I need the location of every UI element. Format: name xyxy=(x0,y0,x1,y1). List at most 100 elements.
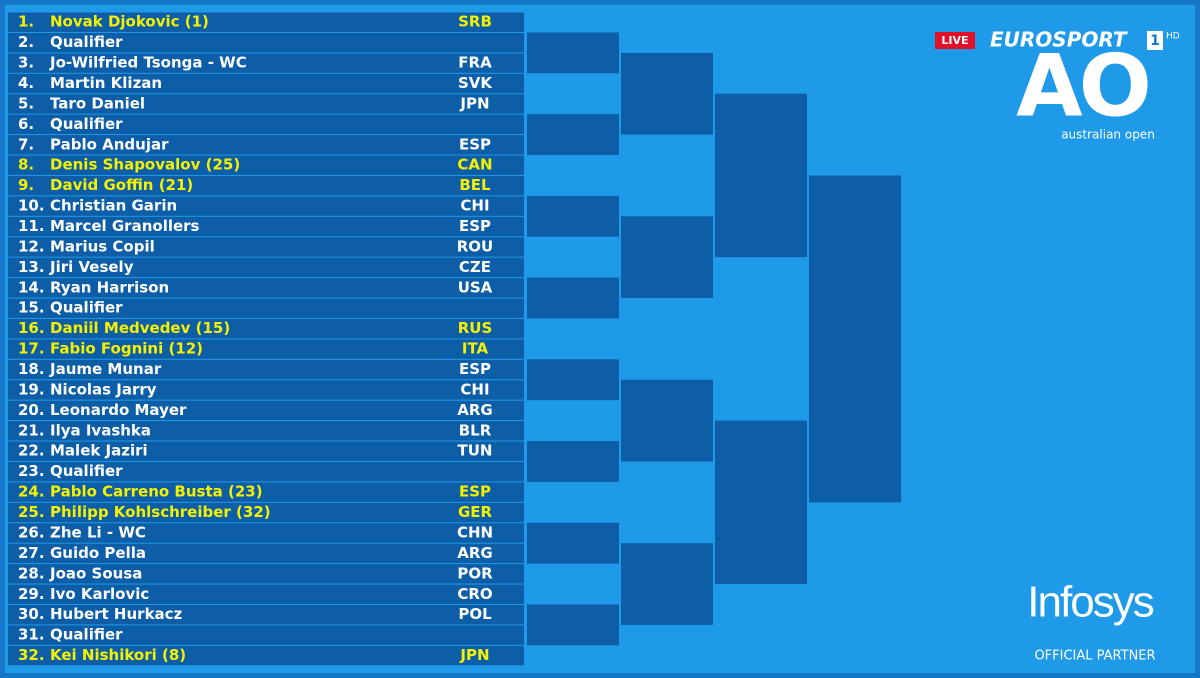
player-row xyxy=(8,584,524,604)
player-row xyxy=(8,53,524,73)
player-name: Jo-Wilfried Tsonga - WC xyxy=(49,54,247,72)
player-country: POL xyxy=(458,605,492,623)
player-row xyxy=(8,155,524,175)
player-position: 16. xyxy=(18,319,45,337)
bracket-box xyxy=(621,216,713,299)
player-country: SVK xyxy=(458,74,493,92)
player-name: Malek Jaziri xyxy=(50,442,148,460)
bracket-box xyxy=(527,604,619,646)
player-name: Leonardo Mayer xyxy=(50,401,187,419)
player-name: Kei Nishikori (8) xyxy=(50,646,186,664)
player-country: FRA xyxy=(458,54,492,72)
player-position: 13. xyxy=(18,258,45,276)
sponsor-name: Infosys xyxy=(1027,578,1153,627)
player-position: 1. xyxy=(18,13,34,31)
player-row xyxy=(8,543,524,564)
player-country: BEL xyxy=(459,176,491,194)
player-position: 25. xyxy=(18,503,45,521)
bracket-box xyxy=(621,543,713,625)
player-position: 18. xyxy=(18,360,45,378)
player-name: Qualifier xyxy=(50,33,123,51)
player-position: 12. xyxy=(18,237,45,255)
player-name: Hubert Hurkacz xyxy=(50,605,183,623)
player-row xyxy=(8,380,524,400)
player-position: 4. xyxy=(18,74,34,92)
player-country: BLR xyxy=(459,421,492,439)
player-row xyxy=(8,523,524,543)
player-row xyxy=(8,400,524,421)
channel-number: 1 xyxy=(1150,33,1160,49)
player-country: RUS xyxy=(458,319,493,337)
player-name: Ivo Karlovic xyxy=(50,585,149,603)
player-row xyxy=(8,196,524,216)
player-row xyxy=(8,135,524,155)
player-country: TUN xyxy=(458,442,493,460)
player-position: 15. xyxy=(18,299,45,317)
logo-name: australian open xyxy=(1061,128,1155,142)
player-name: Pablo Carreno Busta (23) xyxy=(50,483,263,501)
player-country: CHI xyxy=(460,197,489,215)
player-row xyxy=(8,482,524,502)
player-name: Qualifier xyxy=(50,115,123,133)
player-row xyxy=(8,12,524,32)
player-position: 27. xyxy=(18,544,45,562)
player-row xyxy=(8,502,524,523)
player-position: 3. xyxy=(18,54,34,72)
player-position: 17. xyxy=(18,340,45,358)
player-row xyxy=(8,257,524,278)
player-country: ESP xyxy=(459,360,491,378)
player-position: 30. xyxy=(18,605,45,623)
player-row xyxy=(8,73,524,94)
logo-mark: AO xyxy=(1016,36,1148,136)
player-row xyxy=(8,216,524,237)
player-row xyxy=(8,278,524,298)
bracket-box xyxy=(527,441,619,482)
player-name: Marcel Granollers xyxy=(50,217,200,235)
player-position: 20. xyxy=(18,401,45,419)
player-row xyxy=(8,32,524,53)
player-row xyxy=(8,625,524,645)
player-position: 14. xyxy=(18,278,45,296)
player-name: Zhe Li - WC xyxy=(50,523,146,541)
player-name: David Goffin (21) xyxy=(50,176,193,194)
bracket-box xyxy=(527,114,619,156)
player-name: Qualifier xyxy=(50,299,123,317)
player-country: ITA xyxy=(462,340,489,358)
player-country: ROU xyxy=(457,237,493,255)
player-row xyxy=(8,339,524,359)
bracket-box xyxy=(527,359,619,401)
bracket-box xyxy=(715,420,807,585)
channel-number-box xyxy=(1147,31,1163,50)
player-name: Nicolas Jarry xyxy=(50,380,157,398)
player-country: ESP xyxy=(459,217,491,235)
player-position: 29. xyxy=(18,585,45,603)
player-country: ESP xyxy=(459,483,491,501)
player-name: Qualifier xyxy=(50,462,123,480)
player-row xyxy=(8,461,524,482)
player-name: Christian Garin xyxy=(50,197,177,215)
player-position: 7. xyxy=(18,135,34,153)
player-position: 9. xyxy=(18,176,34,194)
player-row xyxy=(8,441,524,461)
player-name: Jaume Munar xyxy=(49,360,162,378)
live-label: LIVE xyxy=(941,34,968,47)
player-name: Fabio Fognini (12) xyxy=(50,340,203,358)
quality: HD xyxy=(1166,32,1180,42)
player-position: 5. xyxy=(18,94,34,112)
player-position: 32. xyxy=(18,646,45,664)
bracket-box xyxy=(527,32,619,74)
player-position: 23. xyxy=(18,462,45,480)
player-name: Pablo Andujar xyxy=(50,135,169,153)
player-position: 6. xyxy=(18,115,34,133)
player-row xyxy=(8,359,524,380)
bracket-box xyxy=(715,93,807,258)
bracket-box xyxy=(527,277,619,319)
player-country: ARG xyxy=(457,544,492,562)
bracket-box xyxy=(527,195,619,237)
channel: EUROSPORT xyxy=(990,28,1128,52)
player-row xyxy=(8,318,524,339)
player-row xyxy=(8,94,524,114)
player-country: ARG xyxy=(457,401,492,419)
